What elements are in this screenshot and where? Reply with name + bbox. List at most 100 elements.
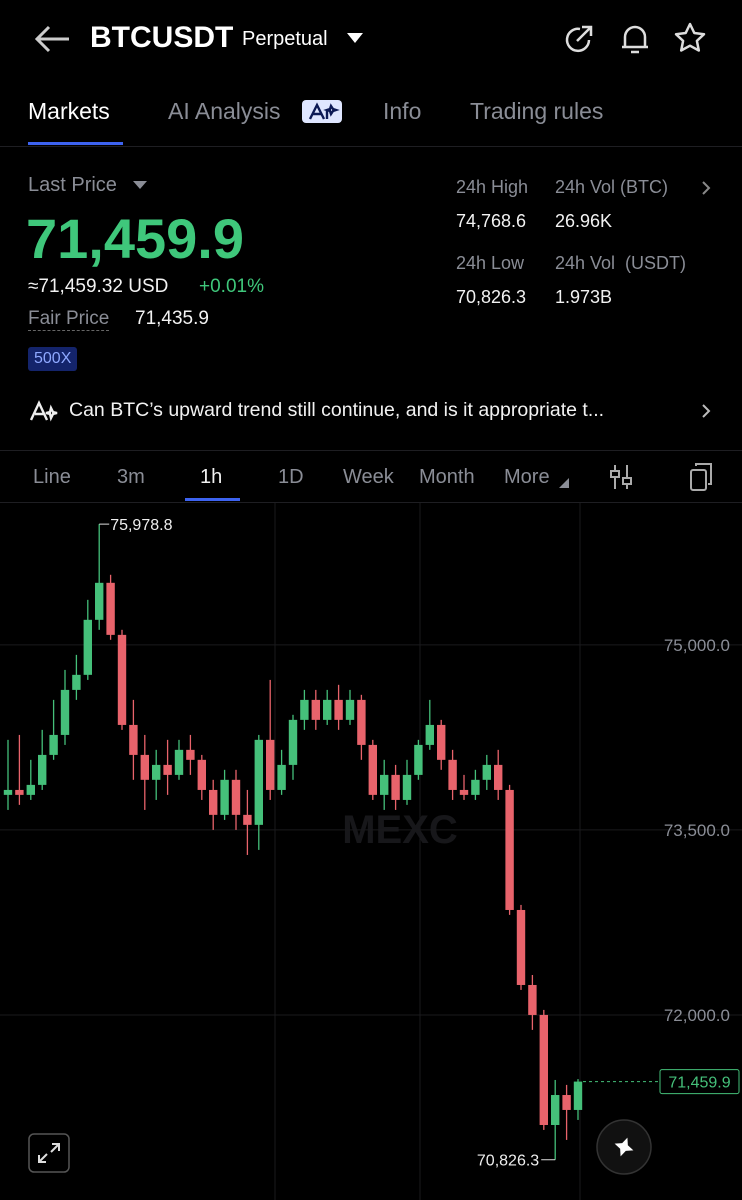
candle-body	[459, 789, 469, 795]
candle-body	[300, 699, 309, 720]
stat-label: 24h Vol (BTC)	[555, 177, 669, 197]
candle-body	[129, 724, 138, 755]
star-icon[interactable]	[673, 21, 707, 55]
chevron[interactable]	[700, 180, 712, 196]
candle-body	[140, 754, 149, 780]
high-label: 75,978.8	[110, 517, 172, 534]
dropdown-icon[interactable]	[346, 31, 364, 45]
candle-body	[357, 699, 366, 745]
ai-banner[interactable]: Can BTC’s upward trend still continue, a…	[69, 399, 605, 421]
interval[interactable]: More	[504, 466, 550, 488]
interval[interactable]: 1h	[200, 466, 223, 488]
symbol: BTCUSDT	[90, 21, 234, 54]
candle-body	[3, 789, 13, 795]
assistant-button[interactable]	[596, 1119, 652, 1175]
candle-body	[551, 1095, 560, 1125]
candle-body	[311, 699, 320, 720]
candle-body	[231, 779, 241, 815]
tab[interactable]: Info	[383, 98, 422, 124]
candle-body	[174, 749, 184, 775]
candle-body	[494, 764, 503, 790]
candle-body	[482, 764, 491, 780]
more-icon[interactable]	[558, 477, 570, 489]
stat-value: 74,768.6	[456, 211, 527, 231]
divider	[0, 502, 742, 503]
candle-body	[209, 789, 218, 815]
candle-body	[163, 764, 172, 775]
candle-body	[573, 1081, 583, 1110]
stat-value: 26.96K	[555, 211, 613, 231]
candle-body	[345, 699, 355, 720]
contract-type[interactable]: Perpetual	[242, 28, 328, 50]
ai-badge	[302, 100, 342, 123]
leverage-badge: 500X	[28, 347, 78, 371]
tab[interactable]: Markets	[28, 98, 110, 124]
candle-body	[186, 749, 195, 760]
candle-body	[334, 699, 343, 720]
candle-body	[277, 764, 286, 790]
candle-body	[391, 774, 400, 800]
ai-icon	[29, 400, 58, 422]
fair-price-label[interactable]: Fair Price	[28, 308, 110, 331]
candle-body	[254, 739, 263, 825]
last-price-label[interactable]: Last Price	[28, 174, 117, 196]
dropdown-icon[interactable]	[132, 179, 148, 191]
divider	[0, 146, 742, 147]
candle-body	[72, 674, 81, 690]
candle-body	[220, 779, 229, 815]
interval[interactable]: 3m	[117, 466, 145, 488]
price-change: +0.01%	[199, 276, 264, 297]
candle-body	[288, 719, 298, 765]
last-price-label: 71,459.9	[668, 1075, 730, 1092]
tab-indicator	[28, 142, 123, 145]
y-tick-label: 75,000.0	[664, 636, 730, 655]
divider	[0, 450, 742, 451]
interval[interactable]: Month	[419, 466, 475, 488]
candle-body	[266, 739, 275, 790]
candlestick-chart: MEXC 75,000.073,500.072,000.075,978.870,…	[0, 503, 742, 1200]
candle-body	[414, 744, 423, 775]
candle-body	[539, 1014, 548, 1125]
back-button[interactable]	[33, 24, 71, 54]
tab[interactable]: Trading rules	[470, 98, 604, 124]
last-price-box	[659, 1069, 740, 1095]
candle-body	[83, 619, 92, 675]
candle-body	[448, 759, 457, 790]
candle-body	[243, 814, 252, 825]
candle-body	[197, 759, 206, 790]
candle-body	[516, 909, 526, 985]
interval[interactable]: 1D	[278, 466, 304, 488]
tab[interactable]: AI Analysis	[168, 98, 281, 124]
stat-value: 1.973B	[555, 287, 613, 307]
candle-body	[437, 724, 446, 760]
stat-value: 70,826.3	[456, 287, 527, 307]
y-tick-label: 72,000.0	[664, 1006, 730, 1025]
candle-body	[368, 744, 377, 795]
stat-label: 24h High	[456, 177, 529, 197]
expand-button[interactable]	[28, 1133, 70, 1173]
copy-icon[interactable]	[688, 462, 714, 492]
candle-body	[49, 734, 58, 755]
interval[interactable]: Line	[33, 466, 71, 488]
chevron[interactable]	[700, 403, 712, 419]
candle-body	[380, 774, 389, 795]
candle-body	[152, 764, 161, 780]
candle-body	[60, 689, 70, 735]
last-price: 71,459.9	[26, 207, 244, 270]
interval[interactable]: Week	[343, 466, 394, 488]
candle-body	[26, 784, 35, 795]
interval-indicator	[185, 498, 240, 501]
stat-label: 24h Vol (USDT)	[555, 253, 687, 273]
bell-icon[interactable]	[619, 22, 651, 56]
fair-price: 71,435.9	[135, 308, 209, 329]
y-tick-label: 73,500.0	[664, 821, 730, 840]
candle-body	[562, 1095, 571, 1110]
candle-body	[402, 774, 412, 800]
settings-icon[interactable]	[609, 463, 633, 491]
candle-body	[117, 634, 127, 725]
candle-body	[505, 789, 514, 910]
candle-body	[471, 779, 480, 795]
share-icon[interactable]	[563, 23, 595, 55]
candle-body	[528, 984, 537, 1015]
candle-body	[38, 754, 47, 785]
